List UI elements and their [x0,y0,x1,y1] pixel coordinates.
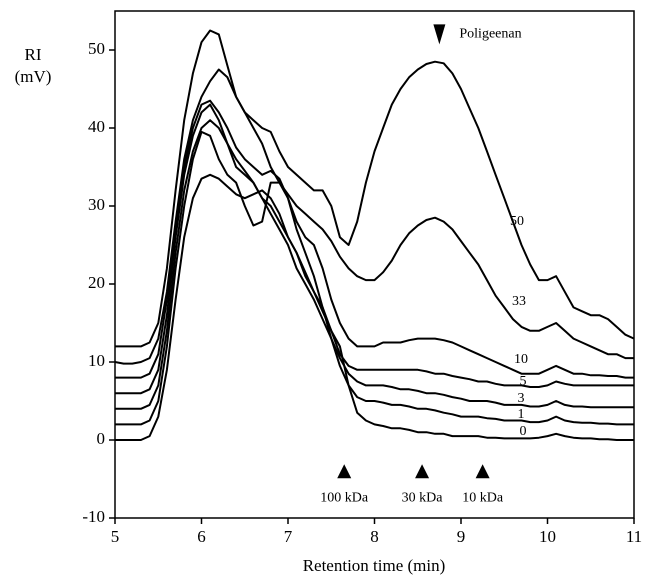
series-line [115,103,634,395]
x-tick-label: 9 [457,527,466,546]
size-marker-label: 10 kDa [462,490,504,505]
series-label: 3 [518,391,525,406]
series-label: 50 [510,214,524,229]
series-line [115,173,634,441]
series-line [114,68,634,365]
y-axis-label: RI [25,45,42,64]
series-label: 33 [512,294,526,309]
x-tick-label: 5 [111,527,120,546]
y-tick-label: -10 [82,507,105,526]
plot-frame [114,10,635,519]
series-label: 5 [520,374,527,389]
size-marker-label: 30 kDa [402,490,444,505]
series-line [115,99,634,379]
size-marker [415,464,430,479]
y-tick-label: 30 [88,195,105,214]
x-tick-label: 11 [626,527,642,546]
y-tick-label: 20 [88,273,105,292]
x-axis-label: Retention time (min) [303,556,446,575]
x-tick-label: 7 [284,527,293,546]
series-label: 10 [514,352,528,367]
annotation-label: Poligeenan [459,27,521,42]
y-axis-label: (mV) [15,67,52,86]
size-marker [475,464,490,479]
series-line [115,119,634,410]
series-line [115,130,634,426]
y-tick-label: 10 [88,351,105,370]
x-tick-label: 10 [539,527,556,546]
y-tick-label: 0 [97,429,106,448]
annotation-marker [433,24,446,45]
y-tick-label: 50 [88,39,105,58]
size-marker [337,464,352,479]
x-tick-label: 6 [197,527,206,546]
x-tick-label: 8 [370,527,379,546]
y-tick-label: 40 [88,117,105,136]
series-label: 0 [520,424,527,439]
size-marker-label: 100 kDa [320,490,369,505]
series-label: 1 [518,407,525,422]
series-line [115,29,635,348]
